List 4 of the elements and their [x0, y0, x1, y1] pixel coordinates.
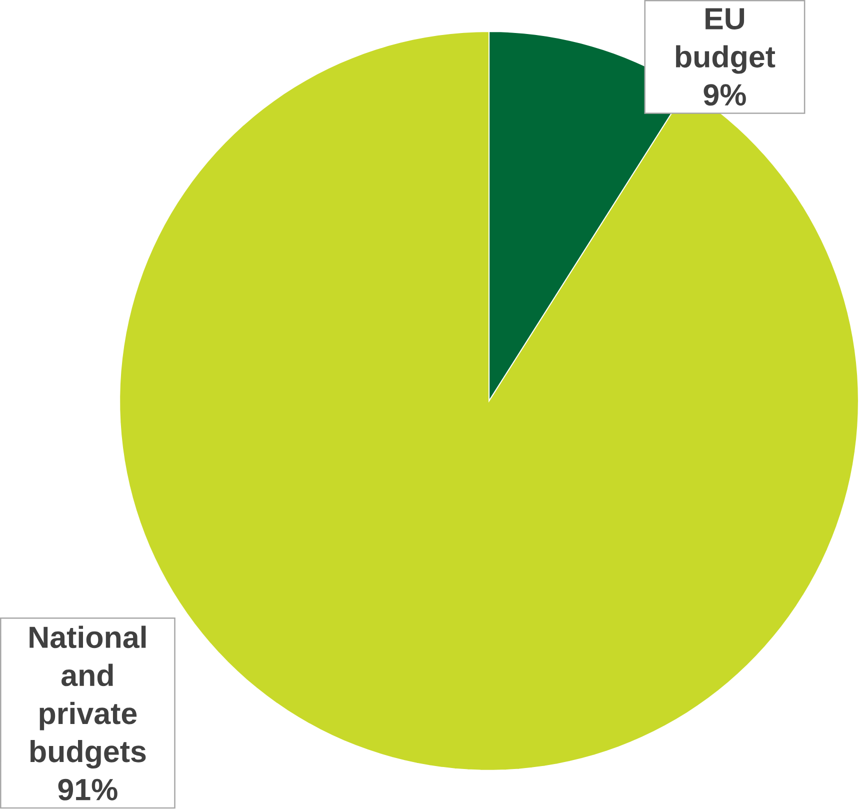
data-label: 91% [58, 779, 118, 801]
slice-label: National and private budgets [30, 626, 146, 769]
slice-label: EU budget [676, 8, 776, 74]
data-label: 9% [704, 84, 746, 106]
